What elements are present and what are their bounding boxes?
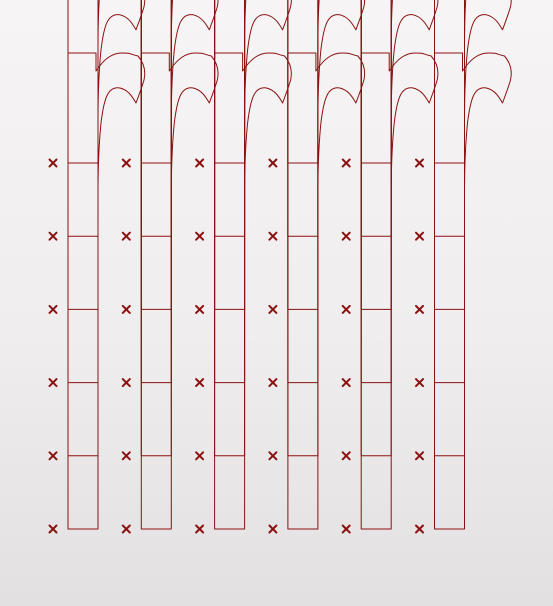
origin-x-marker <box>415 158 424 168</box>
glyph-r-outline <box>287 52 366 530</box>
glyph-r-outline <box>434 0 465 310</box>
glyph-r-outline <box>287 0 320 384</box>
glyph-r-outline <box>67 0 100 384</box>
origin-x-marker <box>195 451 205 461</box>
glyph-r-outline <box>214 0 247 384</box>
origin-x-marker <box>341 378 351 388</box>
origin-x-marker <box>268 524 278 534</box>
origin-x-marker <box>121 304 131 314</box>
origin-x-marker <box>121 231 131 241</box>
origin-x-marker <box>268 158 278 168</box>
glyph-r-outline <box>67 0 146 457</box>
origin-x-marker <box>195 524 205 534</box>
glyph-r-outline <box>67 0 99 237</box>
glyph-r-outline <box>214 0 246 310</box>
glyph-r-outline <box>140 0 173 384</box>
origin-x-marker <box>195 378 205 388</box>
origin-x-marker <box>415 451 424 461</box>
origin-x-marker <box>415 378 424 388</box>
glyph-r-outline <box>360 0 392 310</box>
origin-x-marker <box>195 231 205 241</box>
glyph-r-outline <box>67 52 146 530</box>
glyph-r-outline <box>140 0 172 310</box>
marker-layer <box>48 158 424 534</box>
origin-x-marker <box>48 231 58 241</box>
origin-x-marker <box>48 158 58 168</box>
origin-x-marker <box>268 231 278 241</box>
glyph-r-outline <box>287 0 366 457</box>
origin-x-marker <box>48 304 58 314</box>
origin-x-marker <box>121 158 131 168</box>
origin-x-marker <box>121 451 131 461</box>
origin-x-marker <box>48 451 58 461</box>
origin-x-marker <box>341 524 351 534</box>
origin-x-marker <box>341 304 351 314</box>
glyph-r-outline <box>140 0 219 457</box>
glyph-layer <box>67 0 512 530</box>
glyph-r-outline <box>434 52 512 530</box>
origin-x-marker <box>341 158 351 168</box>
origin-x-marker <box>195 304 205 314</box>
glyph-r-outline <box>360 0 392 237</box>
glyph-r-outline <box>214 0 246 237</box>
glyph-r-outline <box>434 0 465 237</box>
origin-x-marker <box>415 524 424 534</box>
glyph-r-outline <box>360 0 439 457</box>
origin-x-marker <box>341 231 351 241</box>
glyph-r-outline <box>140 0 172 237</box>
origin-x-marker <box>415 231 424 241</box>
glyph-r-outline <box>360 0 393 384</box>
origin-x-marker <box>121 524 131 534</box>
glyph-r-outline <box>67 0 99 310</box>
glyph-r-outline <box>287 0 319 237</box>
origin-x-marker <box>268 451 278 461</box>
origin-x-marker <box>268 304 278 314</box>
glyph-r-outline <box>214 52 292 530</box>
origin-x-marker <box>48 524 58 534</box>
glyph-r-outline <box>434 0 512 457</box>
glyph-r-outline <box>434 0 467 384</box>
origin-x-marker <box>415 304 424 314</box>
glyph-r-outline <box>214 0 292 457</box>
origin-x-marker <box>268 378 278 388</box>
glyph-r-outline <box>287 0 319 310</box>
origin-x-marker <box>195 158 205 168</box>
origin-x-marker <box>48 378 58 388</box>
glyph-r-outline <box>140 52 219 530</box>
origin-x-marker <box>121 378 131 388</box>
glyph-r-outline <box>360 52 439 530</box>
origin-x-marker <box>341 451 351 461</box>
